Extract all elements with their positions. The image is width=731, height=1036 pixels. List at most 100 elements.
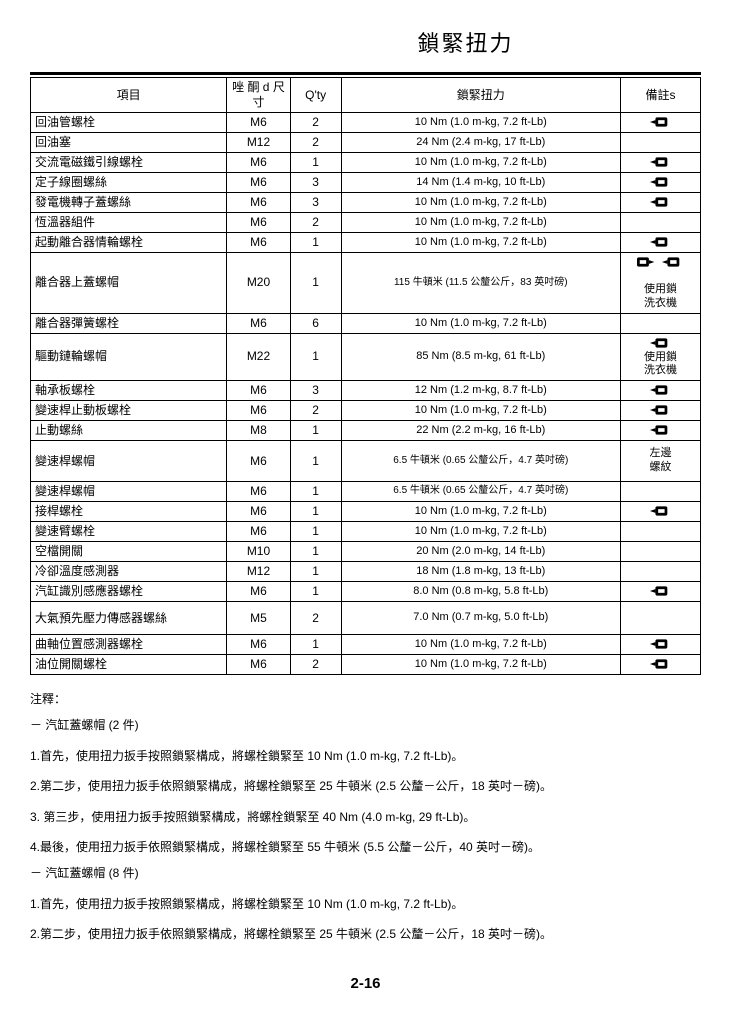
cell-item: 驅動鏈輪螺帽: [31, 333, 227, 380]
th-qty: Q'ty: [290, 78, 341, 113]
cell-torque: 10 Nm (1.0 m-kg, 7.2 ft-Lb): [341, 213, 620, 233]
table-row: 交流電磁鐵引線螺栓M6110 Nm (1.0 m-kg, 7.2 ft-Lb): [31, 153, 701, 173]
cell-qty: 1: [290, 233, 341, 253]
cell-torque: 10 Nm (1.0 m-kg, 7.2 ft-Lb): [341, 313, 620, 333]
note-step: 2.第二步，使用扭力扳手依照鎖緊構成，將螺栓鎖緊至 25 牛頓米 (2.5 公釐…: [30, 776, 701, 796]
cell-torque: 10 Nm (1.0 m-kg, 7.2 ft-Lb): [341, 233, 620, 253]
cell-item: 變速桿螺帽: [31, 482, 227, 502]
cell-qty: 1: [290, 502, 341, 522]
threadlock-icon: [649, 658, 671, 670]
table-row: 接桿螺栓M6110 Nm (1.0 m-kg, 7.2 ft-Lb): [31, 502, 701, 522]
cell-remark: [620, 482, 700, 502]
cell-torque: 6.5 牛頓米 (0.65 公釐公斤，4.7 英吋磅): [341, 441, 620, 482]
threadlock-icon: [649, 176, 671, 188]
cell-size: M6: [227, 381, 290, 401]
remark-text: 使用鎖洗衣機: [644, 283, 677, 309]
cell-qty: 1: [290, 153, 341, 173]
cell-size: M6: [227, 173, 290, 193]
cell-item: 變速桿止動板螺栓: [31, 401, 227, 421]
cell-remark: [620, 213, 700, 233]
cell-torque: 22 Nm (2.2 m-kg, 16 ft-Lb): [341, 421, 620, 441]
cell-qty: 1: [290, 522, 341, 542]
cell-torque: 85 Nm (8.5 m-kg, 61 ft-Lb): [341, 333, 620, 380]
cell-item: 曲軸位置感測器螺栓: [31, 635, 227, 655]
cell-size: M6: [227, 233, 290, 253]
cell-item: 大氣預先壓力傳感器螺絲: [31, 602, 227, 635]
cell-remark: [620, 401, 700, 421]
note-step: 1.首先，使用扭力扳手按照鎖緊構成，將螺栓鎖緊至 10 Nm (1.0 m-kg…: [30, 894, 701, 914]
table-header-row: 項目 唑 酮 d 尺寸 Q'ty 鎖緊扭力 備註s: [31, 78, 701, 113]
cell-qty: 2: [290, 213, 341, 233]
cell-item: 定子線圈螺絲: [31, 173, 227, 193]
cell-torque: 10 Nm (1.0 m-kg, 7.2 ft-Lb): [341, 502, 620, 522]
notes-sec1-title: － 汽缸蓋螺帽 (2 件): [30, 715, 701, 735]
threadlock-icon: [649, 638, 671, 650]
note-step: 3. 第三步，使用扭力扳手按照鎖緊構成，將螺栓鎖緊至 40 Nm (4.0 m-…: [30, 807, 701, 827]
cell-qty: 1: [290, 441, 341, 482]
cell-qty: 2: [290, 401, 341, 421]
table-row: 驅動鏈輪螺帽M22185 Nm (8.5 m-kg, 61 ft-Lb)使用鎖洗…: [31, 333, 701, 380]
cell-remark: [620, 542, 700, 562]
th-item: 項目: [31, 78, 227, 113]
cell-qty: 6: [290, 313, 341, 333]
cell-size: M10: [227, 542, 290, 562]
cell-torque: 7.0 Nm (0.7 m-kg, 5.0 ft-Lb): [341, 602, 620, 635]
threadlock-icon: [661, 256, 683, 268]
cell-item: 離合器上蓋螺帽: [31, 253, 227, 314]
cell-size: M20: [227, 253, 290, 314]
table-row: 變速臂螺栓M6110 Nm (1.0 m-kg, 7.2 ft-Lb): [31, 522, 701, 542]
cell-remark: [620, 582, 700, 602]
threadlock-icon: [649, 404, 671, 416]
threadlock-icon: [649, 337, 671, 349]
threadlock-icon: [649, 585, 671, 597]
notes-sec2-title: － 汽缸蓋螺帽 (8 件): [30, 863, 701, 883]
threadlock-icon: [637, 256, 659, 268]
cell-remark: [620, 502, 700, 522]
table-row: 大氣預先壓力傳感器螺絲M527.0 Nm (0.7 m-kg, 5.0 ft-L…: [31, 602, 701, 635]
cell-size: M6: [227, 635, 290, 655]
cell-remark: [620, 173, 700, 193]
threadlock-icon: [649, 236, 671, 248]
cell-remark: [620, 602, 700, 635]
remark-text: 使用鎖洗衣機: [644, 351, 677, 377]
cell-remark: [620, 113, 700, 133]
cell-qty: 1: [290, 482, 341, 502]
cell-qty: 3: [290, 193, 341, 213]
table-row: 恆溫器組件M6210 Nm (1.0 m-kg, 7.2 ft-Lb): [31, 213, 701, 233]
cell-torque: 10 Nm (1.0 m-kg, 7.2 ft-Lb): [341, 153, 620, 173]
threadlock-icon: [649, 505, 671, 517]
cell-item: 空檔開關: [31, 542, 227, 562]
threadlock-icon: [649, 384, 671, 396]
cell-size: M6: [227, 502, 290, 522]
divider: [30, 72, 701, 75]
cell-torque: 20 Nm (2.0 m-kg, 14 ft-Lb): [341, 542, 620, 562]
cell-remark: 使用鎖洗衣機: [620, 253, 700, 314]
cell-item: 變速桿螺帽: [31, 441, 227, 482]
page-number: 2-16: [30, 975, 701, 992]
cell-torque: 24 Nm (2.4 m-kg, 17 ft-Lb): [341, 133, 620, 153]
cell-item: 接桿螺栓: [31, 502, 227, 522]
cell-torque: 14 Nm (1.4 m-kg, 10 ft-Lb): [341, 173, 620, 193]
cell-qty: 1: [290, 562, 341, 582]
threadlock-icon: [649, 196, 671, 208]
cell-remark: [620, 313, 700, 333]
table-row: 離合器上蓋螺帽M201115 牛頓米 (11.5 公釐公斤，83 英吋磅)使用鎖…: [31, 253, 701, 314]
cell-qty: 1: [290, 635, 341, 655]
cell-qty: 3: [290, 173, 341, 193]
note-step: 1.首先，使用扭力扳手按照鎖緊構成，將螺栓鎖緊至 10 Nm (1.0 m-kg…: [30, 746, 701, 766]
cell-item: 軸承板螺栓: [31, 381, 227, 401]
cell-item: 回油塞: [31, 133, 227, 153]
cell-item: 變速臂螺栓: [31, 522, 227, 542]
cell-qty: 2: [290, 133, 341, 153]
table-row: 變速桿螺帽M616.5 牛頓米 (0.65 公釐公斤，4.7 英吋磅)左邊螺紋: [31, 441, 701, 482]
note-step: 4.最後，使用扭力扳手依照鎖緊構成，將螺栓鎖緊至 55 牛頓米 (5.5 公釐－…: [30, 837, 701, 857]
remark-text: 左邊螺紋: [649, 447, 671, 473]
table-row: 回油塞M12224 Nm (2.4 m-kg, 17 ft-Lb): [31, 133, 701, 153]
cell-size: M6: [227, 582, 290, 602]
cell-torque: 8.0 Nm (0.8 m-kg, 5.8 ft-Lb): [341, 582, 620, 602]
cell-qty: 2: [290, 113, 341, 133]
cell-remark: 使用鎖洗衣機: [620, 333, 700, 380]
table-row: 變速桿止動板螺栓M6210 Nm (1.0 m-kg, 7.2 ft-Lb): [31, 401, 701, 421]
cell-qty: 1: [290, 421, 341, 441]
table-row: 起動離合器情輪螺栓M6110 Nm (1.0 m-kg, 7.2 ft-Lb): [31, 233, 701, 253]
